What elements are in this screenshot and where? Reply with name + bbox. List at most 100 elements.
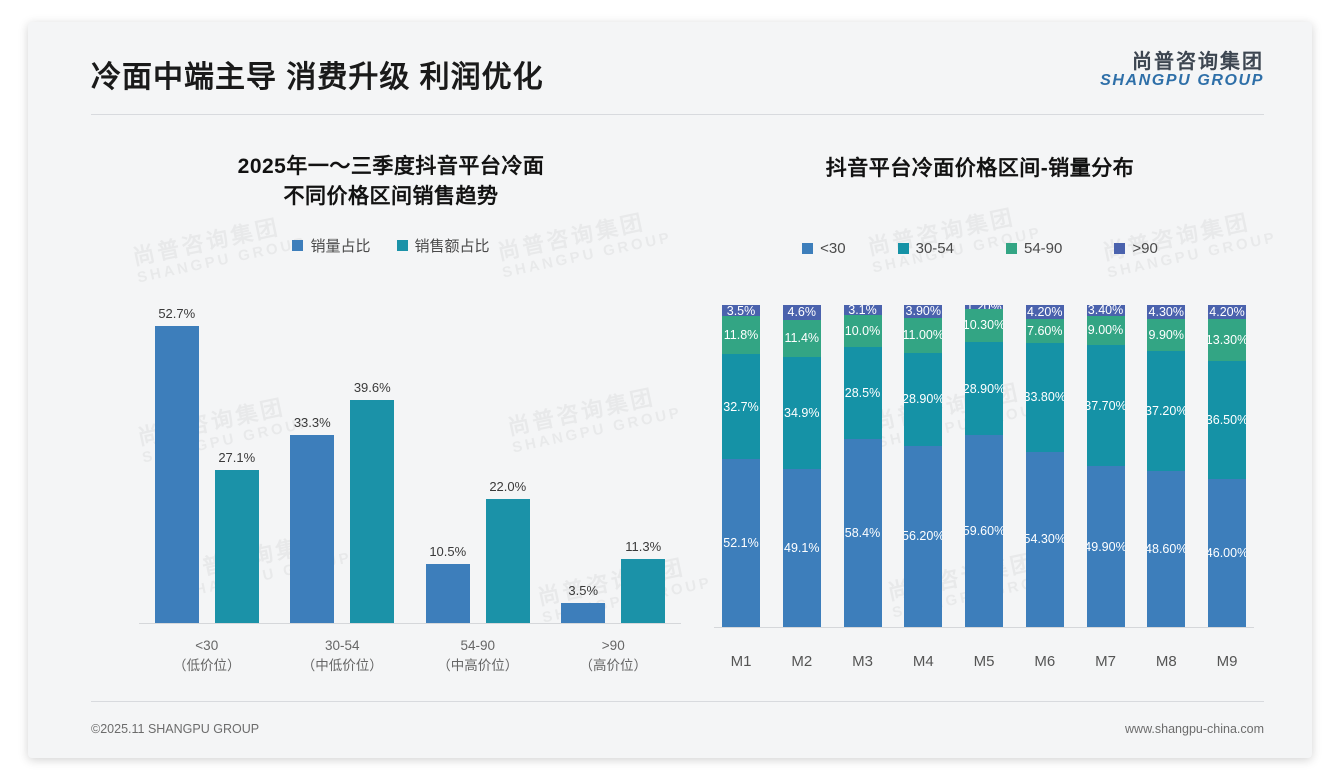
stack-segment-30-54[interactable]: 33.80% (1025, 342, 1064, 452)
stack-segment->90[interactable]: 3.1% (843, 305, 882, 315)
footer-divider (91, 701, 1264, 702)
bar-rect[interactable] (290, 435, 335, 623)
stack-segment-54-90[interactable]: 7.60% (1025, 318, 1064, 343)
header-divider (91, 114, 1264, 115)
x-tick-range: 30-54 (324, 637, 360, 653)
stack-segment->90[interactable]: 1.20% (965, 305, 1003, 309)
stack-segment-54-90[interactable]: 10.30% (965, 308, 1003, 343)
stack-segment-label: 4.20% (1209, 305, 1245, 319)
stacked-bar-M3[interactable]: 3.1% 10.0% 28.5% 58.4% (843, 305, 882, 627)
stack-segment-label: 49.90% (1086, 539, 1125, 554)
left-chart-panel: 2025年一～三季度抖音平台冷面 不同价格区间销售趋势 销量占比 销售额占比 52… (91, 122, 691, 712)
x-tick-sublabel: （中高价位） (437, 657, 519, 673)
stack-segment-54-90[interactable]: 13.30% (1208, 318, 1246, 362)
bar-30-54-销量占比[interactable]: 33.3% (290, 302, 335, 623)
legend-item-销量占比[interactable]: 销量占比 (292, 235, 371, 256)
stack-segment-label: 13.30% (1208, 332, 1246, 347)
stack-segment-<30[interactable]: 48.60% (1147, 470, 1186, 627)
legend-item-<30[interactable]: <30 (802, 240, 846, 257)
stack-segment-<30[interactable]: 58.4% (843, 438, 882, 627)
stacked-bar-M8[interactable]: 4.30% 9.90% 37.20% 48.60% (1147, 305, 1186, 627)
bar-54-90-销售额占比[interactable]: 22.0% (485, 302, 530, 623)
bar-54-90-销量占比[interactable]: 10.5% (425, 302, 470, 623)
legend-swatch-icon (802, 243, 814, 255)
footer-website: www.shangpu-china.com (1125, 722, 1264, 736)
stack-segment-30-54[interactable]: 34.9% (782, 356, 821, 469)
stack-segment-<30[interactable]: 52.1% (722, 459, 760, 627)
stack-segment-<30[interactable]: 56.20% (904, 446, 943, 627)
stack-segment-54-90[interactable]: 11.8% (722, 316, 760, 355)
x-tick-M5: M5 (973, 653, 995, 670)
right-stacked-bar-chart: 3.5% 11.8% 32.7% 52.1% 4.6% 11.4% 34.9% 49.1% 3.… (714, 304, 1254, 670)
stack-segment-<30[interactable]: 49.1% (782, 468, 821, 627)
bar-rect[interactable] (350, 400, 395, 623)
stacked-bar-M6[interactable]: 4.20% 7.60% 33.80% 54.30% (1025, 305, 1064, 627)
stack-segment-54-90[interactable]: 11.00% (904, 317, 943, 353)
stack-segment-label: 54.30% (1025, 532, 1064, 547)
bar-rect[interactable] (621, 559, 666, 623)
bar-rect[interactable] (425, 563, 470, 623)
legend-swatch-icon (897, 243, 909, 255)
stack-segment->90[interactable]: 4.6% (782, 305, 821, 320)
stacked-bar-M9[interactable]: 4.20% 13.30% 36.50% 46.00% (1208, 305, 1246, 627)
stack-segment-54-90[interactable]: 11.4% (782, 319, 821, 357)
stack-segment-30-54[interactable]: 28.90% (904, 352, 943, 446)
slide-footer: ©2025.11 SHANGPU GROUP www.shangpu-china… (91, 722, 1264, 736)
bar-30-54-销售额占比[interactable]: 39.6% (350, 302, 395, 623)
stack-segment-54-90[interactable]: 9.00% (1086, 315, 1125, 345)
stack-segment-54-90[interactable]: 9.90% (1147, 318, 1186, 351)
x-tick-range: >90 (601, 637, 625, 653)
legend-item-销售额占比[interactable]: 销售额占比 (396, 235, 490, 256)
stack-segment-30-54[interactable]: 36.50% (1208, 361, 1246, 479)
stacked-bar-M5[interactable]: 1.20% 10.30% 28.90% 59.60% (965, 305, 1003, 627)
stack-segment-<30[interactable]: 59.60% (965, 435, 1003, 627)
stack-segment->90[interactable]: 3.5% (722, 305, 760, 317)
bar-rect[interactable] (561, 603, 606, 623)
stacked-bar-M4[interactable]: 3.90% 11.00% 28.90% 56.20% (904, 305, 943, 627)
legend-label: 30-54 (915, 240, 954, 258)
bar-value-label: 11.3% (625, 539, 662, 555)
x-tick-M4: M4 (912, 653, 934, 670)
bar-group->90: 3.5% 11.3% (546, 302, 682, 623)
x-tick-range: 54-90 (460, 637, 496, 653)
x-tick-M8: M8 (1155, 653, 1177, 670)
x-tick-30-54: 30-54 （中低价位） (275, 636, 411, 677)
stack-segment-label: 9.90% (1148, 327, 1184, 342)
stack-segment->90[interactable]: 4.20% (1025, 305, 1064, 319)
right-chart-title: 抖音平台冷面价格区间-销量分布 (825, 157, 1135, 180)
stack-segment->90[interactable]: 3.40% (1086, 305, 1125, 316)
bar->90-销售额占比[interactable]: 11.3% (621, 302, 666, 623)
stacked-bar-M1[interactable]: 3.5% 11.8% 32.7% 52.1% (722, 305, 760, 627)
bar-rect[interactable] (154, 326, 199, 623)
legend-item->90[interactable]: >90 (1114, 240, 1158, 257)
bar-value-label: 22.0% (489, 479, 527, 495)
bar-<30-销售额占比[interactable]: 27.1% (214, 302, 259, 623)
stack-segment-<30[interactable]: 49.90% (1086, 466, 1125, 627)
stack-segment->90[interactable]: 4.20% (1208, 305, 1246, 319)
bar-value-label: 52.7% (158, 306, 196, 322)
stack-segment->90[interactable]: 4.30% (1147, 305, 1186, 319)
stack-segment-30-54[interactable]: 28.90% (965, 342, 1003, 436)
bar->90-销量占比[interactable]: 3.5% (561, 302, 606, 623)
x-tick-sublabel: （中低价位） (301, 657, 383, 673)
x-tick-M6: M6 (1034, 653, 1056, 670)
slide-canvas: 冷面中端主导 消费升级 利润优化 尚普咨询集团 SHANGPU GROUP 尚普… (28, 22, 1312, 758)
bar-rect[interactable] (214, 470, 259, 623)
stacked-bar-M2[interactable]: 4.6% 11.4% 34.9% 49.1% (782, 305, 821, 627)
stack-segment->90[interactable]: 3.90% (904, 305, 943, 318)
stacked-bar-M7[interactable]: 3.40% 9.00% 37.70% 49.90% (1086, 305, 1125, 627)
stack-segment-label: 28.5% (844, 386, 881, 401)
logo-chinese-text: 尚普咨询集团 (1132, 51, 1264, 73)
stack-segment-30-54[interactable]: 37.70% (1086, 344, 1125, 467)
bar-<30-销量占比[interactable]: 52.7% (154, 302, 199, 623)
stack-segment-30-54[interactable]: 28.5% (843, 347, 882, 439)
stack-segment-label: 3.90% (905, 305, 941, 318)
stack-segment-54-90[interactable]: 10.0% (843, 314, 882, 348)
stack-segment-30-54[interactable]: 37.20% (1147, 350, 1186, 471)
legend-item-54-90[interactable]: 54-90 (1006, 240, 1062, 257)
stack-segment-30-54[interactable]: 32.7% (722, 354, 760, 460)
stack-segment-<30[interactable]: 46.00% (1208, 478, 1246, 627)
bar-rect[interactable] (485, 499, 530, 623)
legend-item-30-54[interactable]: 30-54 (897, 240, 954, 258)
stack-segment-<30[interactable]: 54.30% (1025, 451, 1064, 627)
